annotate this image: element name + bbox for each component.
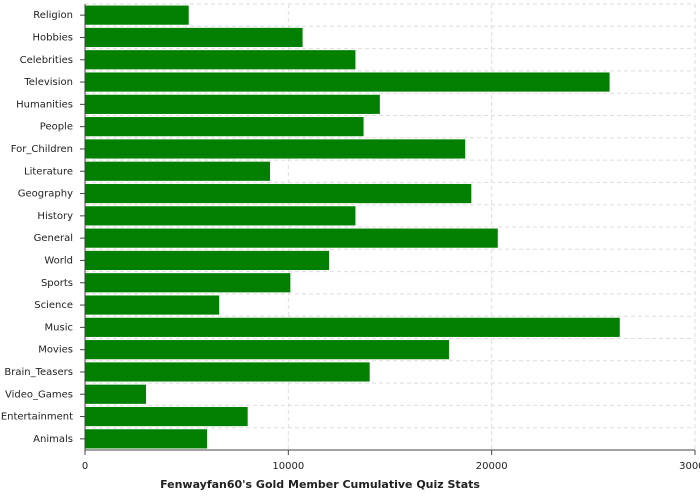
bar [85,429,207,449]
y-tick-label: Video_Games [5,389,73,400]
bar [85,340,449,360]
bar [85,206,356,226]
x-tick-label: 30000 [679,461,700,472]
bar [85,183,472,204]
bar [85,228,498,248]
bar [85,295,220,315]
bar [85,72,610,92]
y-tick-label: Celebrities [20,55,73,66]
bar [85,406,248,427]
y-tick-label: World [44,255,73,266]
y-tick-label: Sports [41,278,73,289]
bar [85,317,620,337]
y-tick-label: Science [34,300,73,311]
y-tick-label: Brain_Teasers [4,367,73,378]
y-tick-label: People [40,122,73,133]
x-axis-title: Fenwayfan60's Gold Member Cumulative Qui… [160,478,480,491]
bar [85,50,356,70]
bar [85,94,380,114]
y-tick-label: Movies [38,345,73,356]
bar [85,250,329,271]
bar [85,117,364,137]
y-tick-label: Television [23,77,73,88]
y-tick-label: Geography [18,189,73,200]
y-tick-label: Animals [33,434,73,445]
y-tick-label: For_Children [11,144,73,155]
y-tick-label: Music [45,322,73,333]
bar [85,273,291,293]
bar [85,362,370,382]
x-tick-label: 20000 [476,461,508,472]
y-tick-label: Religion [33,10,73,21]
y-tick-label: General [34,233,73,244]
y-tick-label: Literature [24,166,73,177]
bar [85,5,189,25]
bar [85,384,146,404]
y-tick-label: Humanities [16,99,73,110]
bar [85,139,466,159]
y-tick-label: History [37,211,73,222]
y-tick-label: Hobbies [33,32,73,43]
y-tick-label: Entertainment [1,412,73,423]
x-tick-label: 10000 [272,461,304,472]
bar [85,161,271,181]
bar [85,27,303,48]
x-tick-label: 0 [82,461,88,472]
